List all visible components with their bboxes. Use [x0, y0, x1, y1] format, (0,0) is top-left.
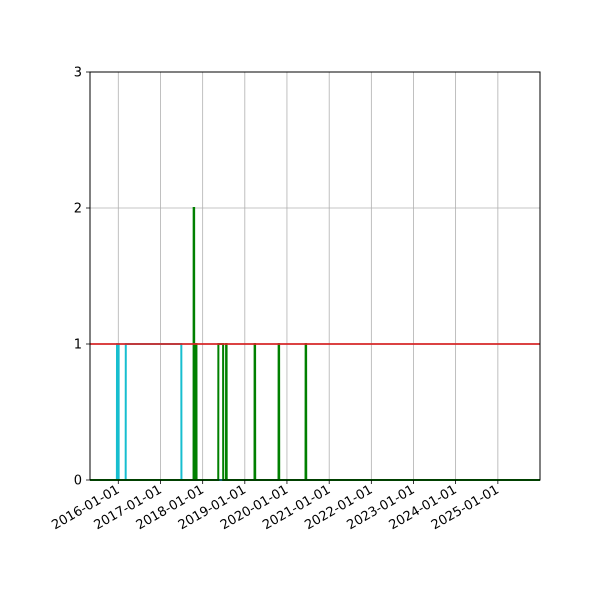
y-tick-label: 2 — [74, 202, 82, 217]
y-axis: 0 1 2 3 — [74, 66, 90, 489]
y-tick-label: 0 — [74, 474, 82, 489]
y-tick-label: 1 — [74, 338, 82, 353]
y-tick-label: 3 — [74, 66, 82, 81]
plot-frame — [89, 71, 541, 481]
plot-background — [90, 72, 540, 480]
